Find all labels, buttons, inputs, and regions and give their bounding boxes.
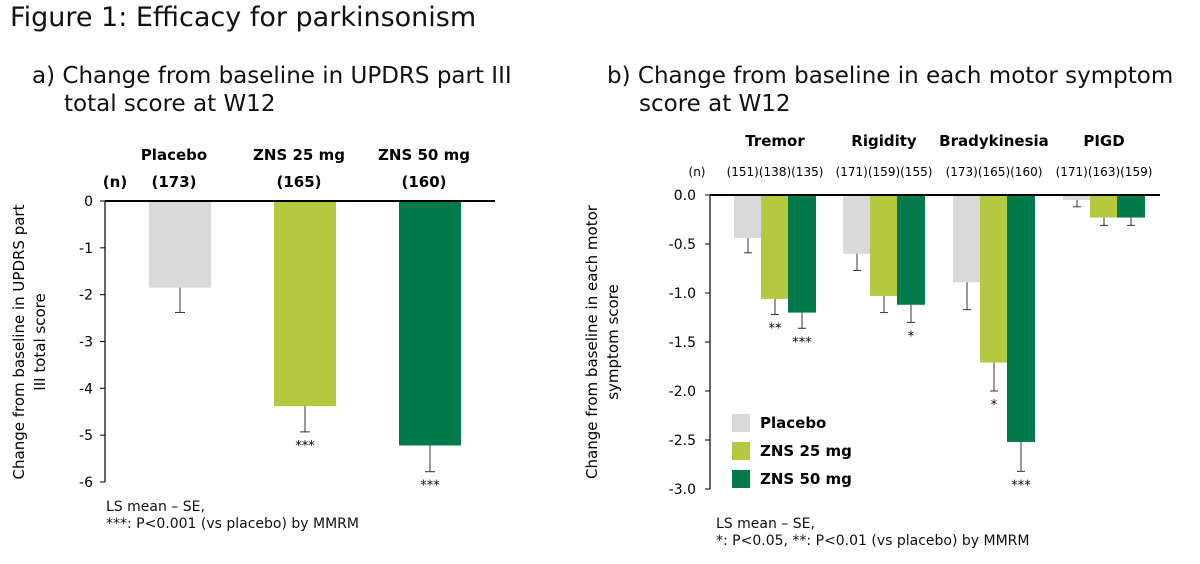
- chart-a-title-line2: total score at W12: [64, 91, 276, 117]
- chart-b-significance: **: [769, 322, 783, 337]
- chart-a-bar: [149, 201, 211, 288]
- chart-b-n-values: (151)(138)(135): [727, 165, 824, 179]
- chart-b-ytick-label: -3.0: [669, 482, 696, 498]
- chart-b-ytick-label: -2.0: [669, 384, 696, 400]
- chart-b-bar: [980, 195, 1008, 363]
- chart-b-ytick-label: -1.0: [669, 286, 696, 302]
- chart-b-category-label: Tremor: [745, 132, 805, 150]
- chart-a-ytick-label: -5: [79, 428, 93, 444]
- chart-b-n-label: (n): [689, 165, 706, 179]
- chart-a-ytick-label: -1: [79, 241, 93, 257]
- chart-b-category-label: Bradykinesia: [939, 132, 1049, 150]
- chart-b-n-values: (171)(163)(159): [1056, 165, 1153, 179]
- chart-b-bar: [1063, 195, 1091, 200]
- chart-b-bar: [953, 195, 981, 283]
- chart-b-category-label: Rigidity: [851, 132, 917, 150]
- chart-b-title-line2: score at W12: [639, 91, 791, 117]
- chart-b-legend-label: Placebo: [760, 414, 826, 432]
- chart-a-significance: ***: [295, 439, 315, 454]
- chart-a-ytick-label: 0: [84, 194, 93, 210]
- chart-b-legend-label: ZNS 50 mg: [760, 470, 852, 488]
- chart-b-ytick-label: -0.5: [669, 237, 696, 253]
- chart-a-note-line2: ***: P<0.001 (vs placebo) by MMRM: [106, 516, 359, 532]
- chart-b-bar: [1007, 195, 1035, 442]
- chart-a-bar: [399, 201, 461, 446]
- chart-b-note: LS mean – SE, *: P<0.05, **: P<0.01 (vs …: [716, 516, 1029, 550]
- chart-b-bar: [734, 195, 762, 239]
- chart-b-ytick-label: 0.0: [674, 188, 696, 204]
- chart-a-ytick-label: -4: [79, 381, 93, 397]
- chart-b-significance: ***: [1011, 478, 1031, 493]
- chart-a-category-label: ZNS 50 mg: [378, 146, 470, 164]
- chart-b-bar: [897, 195, 925, 305]
- chart-b-n-values: (171)(159)(155): [836, 165, 933, 179]
- figure-title: Figure 1: Efficacy for parkinsonism: [10, 2, 477, 33]
- chart-b-bar: [870, 195, 898, 296]
- chart-a-ytick-label: -3: [79, 335, 93, 351]
- chart-a-n-value: (160): [401, 173, 446, 191]
- chart-b-significance: *: [908, 329, 915, 344]
- chart-b-bar: [1090, 195, 1118, 218]
- chart-a-significance: ***: [420, 479, 440, 494]
- chart-b-ytick-label: -1.5: [669, 335, 696, 351]
- chart-a-ytick-label: -6: [79, 475, 93, 491]
- chart-b-significance: *: [991, 398, 998, 413]
- chart-a-ylabel-line2: III total score: [31, 293, 49, 390]
- chart-b-ylabel-line1: Change from baseline in each motor: [583, 204, 601, 479]
- chart-a-n-label: (n): [103, 173, 127, 191]
- chart-a-bar: [274, 201, 336, 407]
- chart-b-legend-swatch: [732, 442, 750, 460]
- chart-b-legend-swatch: [732, 414, 750, 432]
- chart-b-bar: [843, 195, 871, 254]
- chart-a-note-line1: LS mean – SE,: [106, 499, 205, 515]
- chart-a-ylabel-line1: Change from baseline in UPDRS part: [10, 204, 28, 479]
- chart-b-legend-label: ZNS 25 mg: [760, 442, 852, 460]
- chart-b-title-line1: b) Change from baseline in each motor sy…: [607, 63, 1174, 89]
- chart-a-title: a) Change from baseline in UPDRS part II…: [32, 62, 512, 118]
- chart-a-note: LS mean – SE, ***: P<0.001 (vs placebo) …: [106, 499, 359, 533]
- chart-b-ylabel-line2: symptom score: [604, 284, 622, 400]
- chart-b-n-values: (173)(165)(160): [946, 165, 1043, 179]
- chart-a-title-line1: a) Change from baseline in UPDRS part II…: [32, 63, 512, 89]
- chart-b-note-line1: LS mean – SE,: [716, 516, 815, 532]
- chart-b-note-line2: *: P<0.05, **: P<0.01 (vs placebo) by MM…: [716, 533, 1030, 549]
- chart-a-ytick-label: -2: [79, 288, 93, 304]
- chart-b-significance: ***: [792, 335, 812, 350]
- chart-a-n-value: (165): [276, 173, 321, 191]
- chart-a-n-value: (173): [151, 173, 196, 191]
- chart-a-category-label: Placebo: [141, 146, 207, 164]
- chart-a-category-label: ZNS 25 mg: [253, 146, 345, 164]
- chart-b-bar: [788, 195, 816, 313]
- chart-b-bar: [1117, 195, 1145, 218]
- chart-b-legend-swatch: [732, 470, 750, 488]
- chart-b-category-label: PIGD: [1083, 132, 1124, 150]
- chart-b-bar: [761, 195, 789, 299]
- chart-b-title: b) Change from baseline in each motor sy…: [607, 62, 1173, 118]
- chart-b-ytick-label: -2.5: [669, 433, 696, 449]
